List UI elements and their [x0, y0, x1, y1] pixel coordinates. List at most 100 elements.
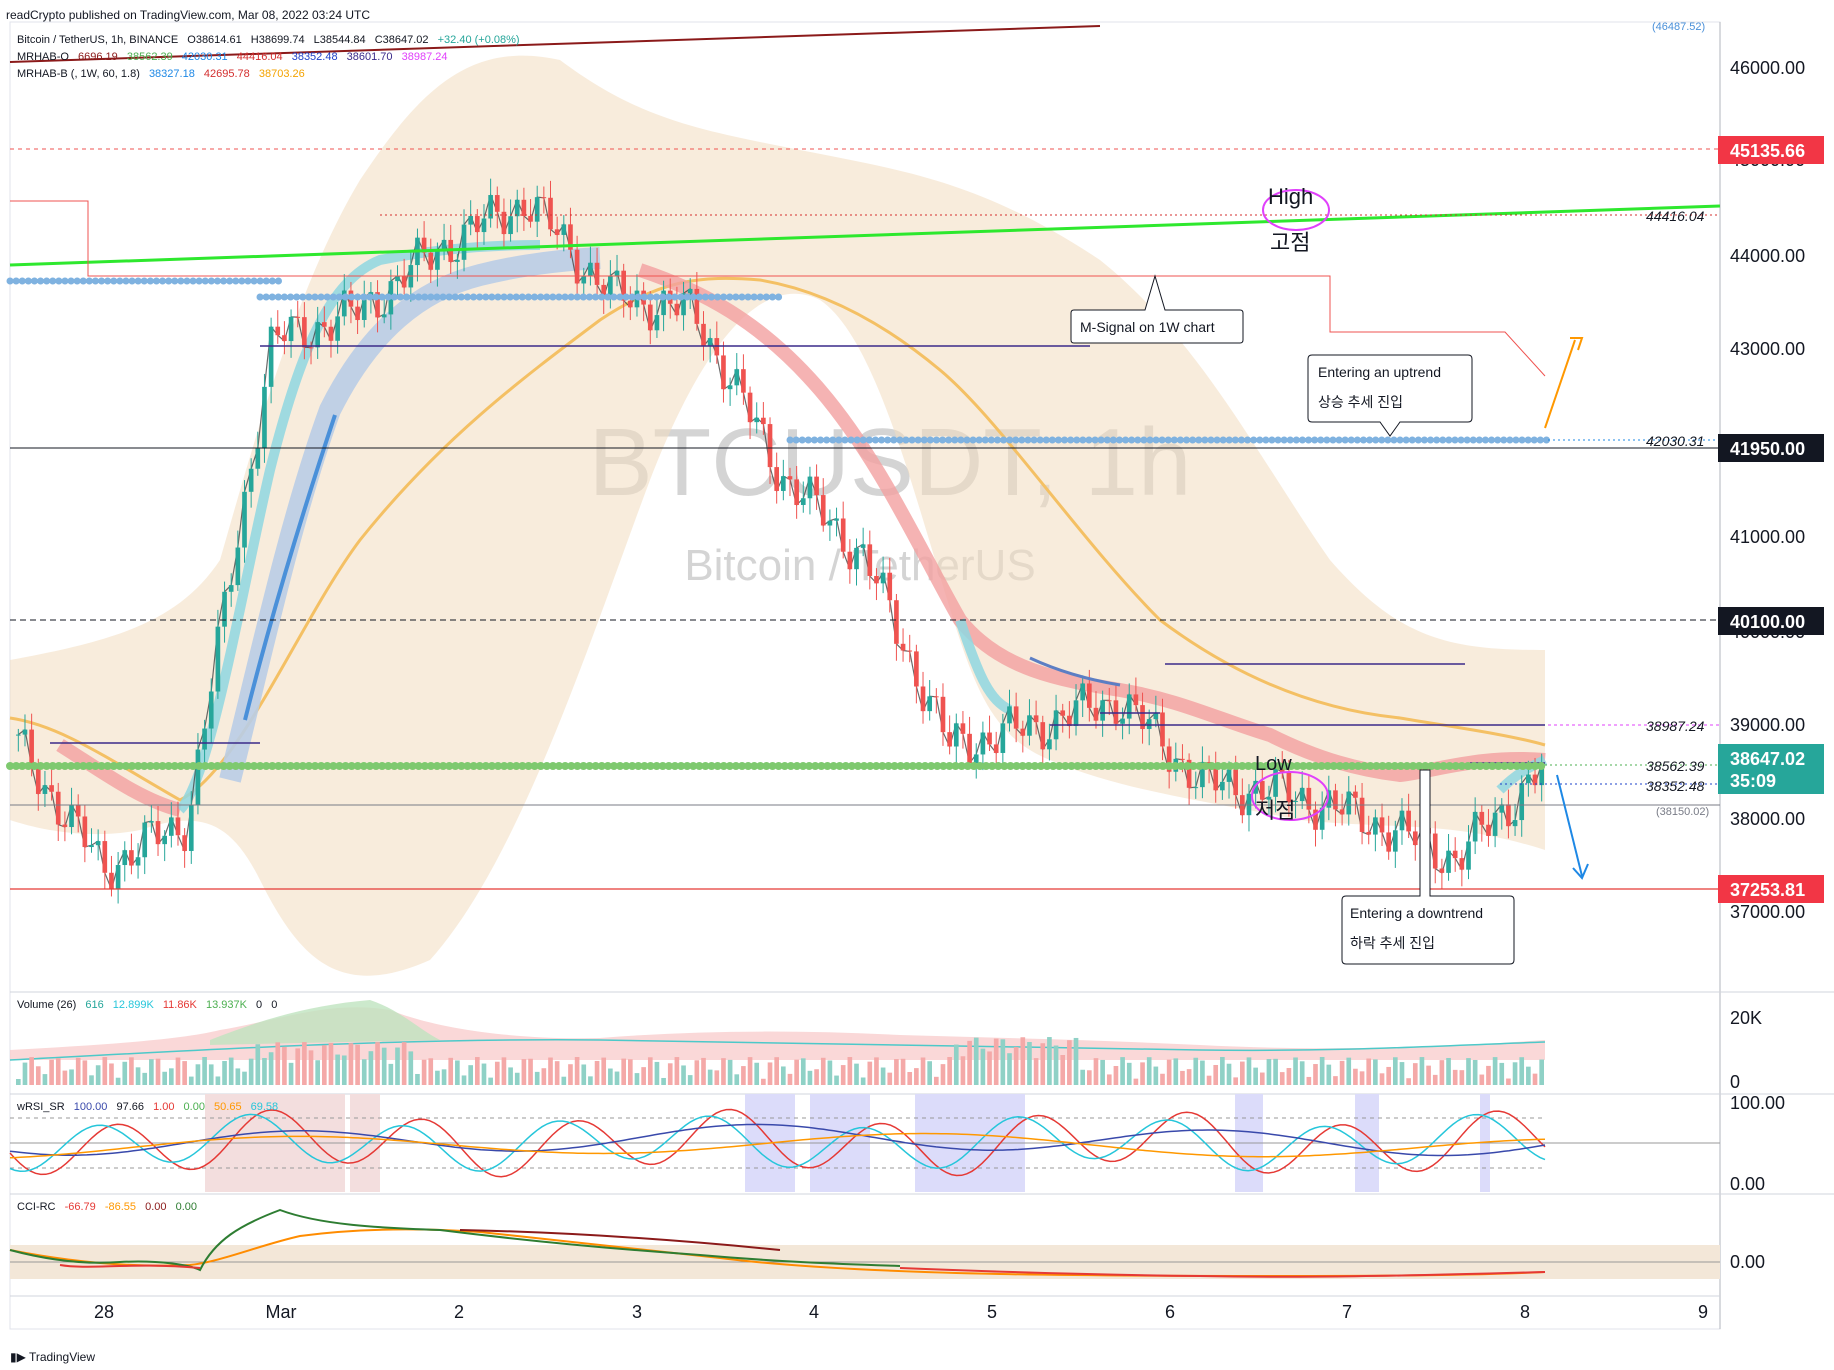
badge-37253-text: 37253.81	[1730, 880, 1805, 900]
candle-body	[435, 250, 440, 270]
volume-bar	[115, 1077, 121, 1085]
legend-cci: CCI-RC -66.79 -86.55 0.00 0.00	[17, 1201, 203, 1213]
volume-bar	[1240, 1061, 1245, 1085]
time-tick: Mar	[266, 1302, 297, 1322]
candle-body	[734, 369, 740, 386]
volume-bar	[734, 1074, 740, 1085]
candle-body	[328, 326, 334, 341]
candle-body	[441, 239, 447, 251]
volume-bar	[22, 1062, 28, 1085]
candle-body	[707, 338, 713, 347]
volume-bar	[202, 1057, 207, 1085]
volume-bar	[601, 1057, 607, 1085]
volume-bar	[920, 1057, 926, 1085]
volume-bar	[1486, 1065, 1491, 1085]
time-tick: 8	[1520, 1302, 1530, 1322]
legend-value: 42695.78	[203, 68, 250, 80]
candle-body	[461, 224, 467, 260]
volume-bar	[142, 1072, 148, 1085]
volume-bar	[874, 1057, 879, 1085]
legend-title: Volume (26)	[17, 999, 77, 1011]
candle-body	[681, 293, 686, 316]
top-faint-value: (46487.52)	[1652, 21, 1705, 33]
volume-bar	[109, 1063, 114, 1085]
candle-body	[95, 841, 101, 846]
price-tick: 38000.00	[1730, 809, 1805, 829]
volume-bar	[1512, 1062, 1518, 1085]
candle-body	[834, 518, 839, 521]
candle-body	[694, 288, 700, 324]
candle-body	[1373, 817, 1378, 835]
legend-value: 44416.04	[236, 51, 283, 63]
candle-body	[554, 229, 560, 235]
volume-bar	[980, 1048, 986, 1085]
candle-body	[1266, 796, 1272, 800]
volume-bar	[1373, 1059, 1378, 1085]
candle-body	[501, 211, 507, 235]
candle-body	[1319, 807, 1325, 830]
volume-bar	[1346, 1057, 1352, 1085]
volume-bar	[1153, 1066, 1159, 1085]
volume-bar	[674, 1057, 680, 1085]
legend-value: 616	[85, 999, 104, 1011]
volume-bar	[1200, 1060, 1205, 1085]
uptrend-callout	[1307, 354, 1473, 437]
candle-body	[1279, 768, 1285, 773]
candle-body	[455, 259, 460, 262]
volume-bar	[1353, 1068, 1358, 1085]
volume-bar	[1519, 1057, 1525, 1085]
candle-body	[814, 476, 819, 496]
volume-bar	[395, 1047, 400, 1085]
volume-bar	[288, 1062, 294, 1085]
volume-bar	[1319, 1057, 1325, 1085]
candle-body	[268, 326, 274, 387]
candle-body	[508, 216, 513, 235]
candle-body	[375, 292, 380, 318]
volume-bar	[461, 1075, 467, 1085]
volume-bar	[787, 1073, 793, 1085]
candle-body	[940, 696, 946, 733]
volume-bar	[275, 1042, 281, 1085]
candle-body	[1120, 718, 1125, 724]
candle-body	[1386, 832, 1391, 852]
badge-current	[1718, 744, 1824, 794]
volume-bar	[16, 1079, 21, 1085]
high-circle	[1262, 189, 1330, 231]
candle-body	[647, 304, 653, 331]
volume-bar	[714, 1070, 720, 1085]
candle-body	[1020, 728, 1026, 736]
volume-bar	[1033, 1058, 1039, 1085]
candle-body	[727, 385, 733, 390]
candle-body	[1100, 700, 1105, 721]
candle-body	[827, 520, 833, 526]
legend-mrhab-o: MRHAB-O 6696.19 38562.39 42030.31 44416.…	[17, 51, 454, 63]
candle-body	[880, 572, 886, 584]
legend-open: O38614.61	[187, 34, 242, 46]
volume-bar	[1007, 1053, 1012, 1085]
volume-bar	[1106, 1074, 1112, 1085]
candle-body	[987, 732, 992, 745]
volume-bar	[947, 1057, 952, 1085]
candle-body	[534, 197, 540, 222]
volume-bar	[42, 1074, 48, 1085]
candle-body	[175, 817, 181, 836]
volume-bar	[661, 1077, 666, 1085]
volume-bar	[687, 1075, 693, 1085]
candle-body	[1007, 706, 1012, 724]
candle-body	[661, 290, 666, 316]
legend-value: -66.79	[64, 1201, 96, 1213]
volume-bar	[501, 1057, 507, 1085]
volume-bar	[900, 1058, 906, 1085]
volume-bars	[16, 1037, 1544, 1085]
volume-bar	[701, 1057, 706, 1085]
candle-body	[960, 723, 966, 734]
candle-body	[754, 417, 760, 423]
rsi-tick: 0.00	[1730, 1174, 1765, 1194]
rsi-orange-line	[9, 1132, 1546, 1159]
price-badges: 45135.66 41950.00 40100.00 38647.02 35:0…	[1718, 136, 1824, 903]
volume-bar	[1293, 1057, 1298, 1085]
blue-curve-mid	[1029, 656, 1121, 687]
ribbon-light-blue	[219, 247, 601, 783]
candle-body	[242, 491, 247, 548]
volume-bar	[1040, 1043, 1046, 1085]
